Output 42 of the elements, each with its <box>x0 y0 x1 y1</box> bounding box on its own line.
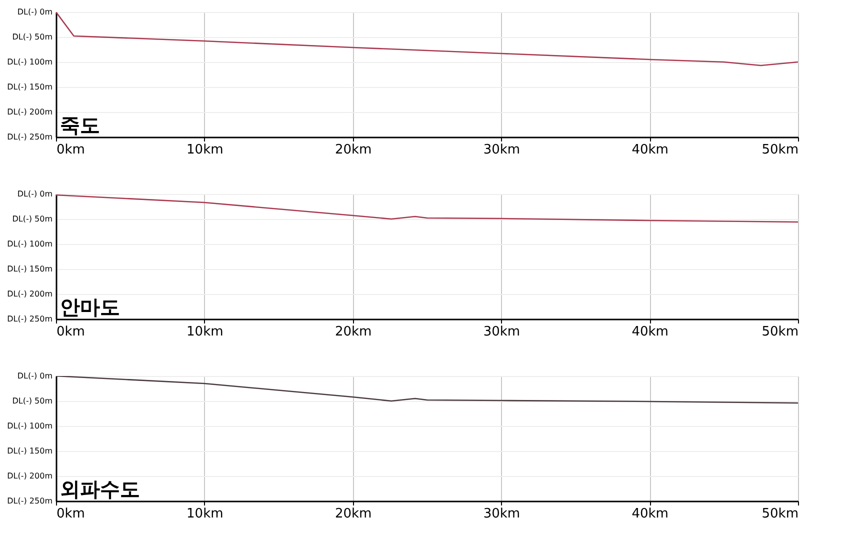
x-tick-label: 40km <box>632 506 668 522</box>
y-tick-label: DL(-) 200m <box>7 108 53 116</box>
x-tick-label: 50km <box>762 506 798 522</box>
y-tick-label: DL(-) 250m <box>7 496 53 506</box>
x-tick-label: 40km <box>632 142 668 158</box>
text: 안마도 <box>60 295 120 319</box>
y-tick-label: DL(-) 150m <box>7 82 53 92</box>
x-tick-label: 0km <box>56 324 85 340</box>
x-tick-label: 20km <box>334 324 372 340</box>
y-tick-label: DL(-) 100m <box>7 422 53 430</box>
x-tick-label: 10km <box>186 324 224 340</box>
x-tick-label: 30km <box>483 324 520 340</box>
x-tick-label: 10km <box>186 506 224 522</box>
x-tick-label: 30km <box>483 506 520 522</box>
y-tick-label: DL(-) 100m <box>7 58 53 66</box>
y-tick-label: DL(-) 0m <box>17 8 53 16</box>
text: 죽도 <box>60 113 100 137</box>
x-tick-label: 10km <box>186 142 224 158</box>
y-tick-label: DL(-) 0m <box>17 190 53 198</box>
y-tick-label: DL(-) 50m <box>12 214 53 224</box>
x-tick-label: 20km <box>334 142 372 158</box>
y-tick-label: DL(-) 150m <box>7 446 53 456</box>
y-tick-label: DL(-) 250m <box>7 132 53 142</box>
x-tick-label: 30km <box>483 142 520 158</box>
line-series <box>56 12 798 66</box>
y-tick-label: DL(-) 100m <box>7 240 53 248</box>
y-tick-label: DL(-) 50m <box>12 32 53 42</box>
y-tick-label: DL(-) 250m <box>7 314 53 324</box>
line-series <box>56 194 798 223</box>
x-tick-label: 0km <box>56 142 85 158</box>
x-tick-label: 40km <box>632 324 668 340</box>
x-tick-label: 50km <box>762 142 798 158</box>
x-tick-label: 0km <box>56 506 85 522</box>
y-tick-label: DL(-) 150m <box>7 264 53 274</box>
text: 외파수도 <box>60 477 140 501</box>
y-tick-label: DL(-) 0m <box>17 372 53 380</box>
x-tick-label: 20km <box>334 506 372 522</box>
y-tick-label: DL(-) 200m <box>7 472 53 480</box>
x-tick-label: 50km <box>762 324 798 340</box>
y-tick-label: DL(-) 50m <box>12 396 53 406</box>
line-series <box>56 376 798 404</box>
y-tick-label: DL(-) 200m <box>7 290 53 298</box>
